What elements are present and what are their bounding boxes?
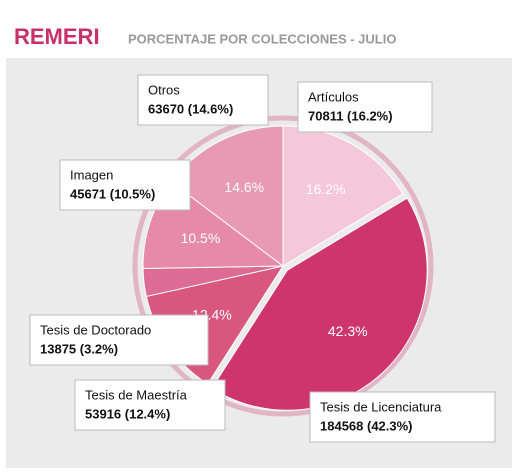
pie-slice [211, 197, 428, 411]
callout-name: Tesis de Maestría [85, 387, 188, 402]
slice-label: 16.2% [306, 181, 346, 197]
chart-title: REMERI [14, 24, 100, 49]
callout-value: 63670 (14.6%) [148, 101, 233, 116]
callout-name: Tesis de Doctorado [40, 322, 151, 337]
callout-name: Imagen [70, 167, 113, 182]
pie-slice [282, 125, 404, 267]
callout-name: Artículos [308, 89, 359, 104]
callout-box [74, 379, 226, 431]
callout-box [137, 74, 269, 126]
callout-box [309, 391, 496, 443]
callout-box [297, 81, 433, 133]
callout-name: Tesis de Licenciatura [320, 399, 442, 414]
chart-subtitle: PORCENTAJE POR COLECCIONES - JULIO [128, 31, 396, 46]
callout-value: 70811 (16.2%) [308, 108, 393, 123]
slice-label: 14.6% [224, 179, 264, 195]
callout-value: 45671 (10.5%) [70, 186, 155, 201]
callout-value: 13875 (3.2%) [40, 341, 118, 356]
slice-label: 42.3% [328, 323, 368, 339]
callout-box [29, 314, 209, 366]
slice-label: 10.5% [181, 230, 221, 246]
callout-box [59, 159, 191, 211]
callout-value: 53916 (12.4%) [85, 406, 170, 421]
callout-name: Otros [148, 82, 180, 97]
callout-value: 184568 (42.3%) [320, 418, 413, 433]
outer-ring [132, 115, 434, 417]
